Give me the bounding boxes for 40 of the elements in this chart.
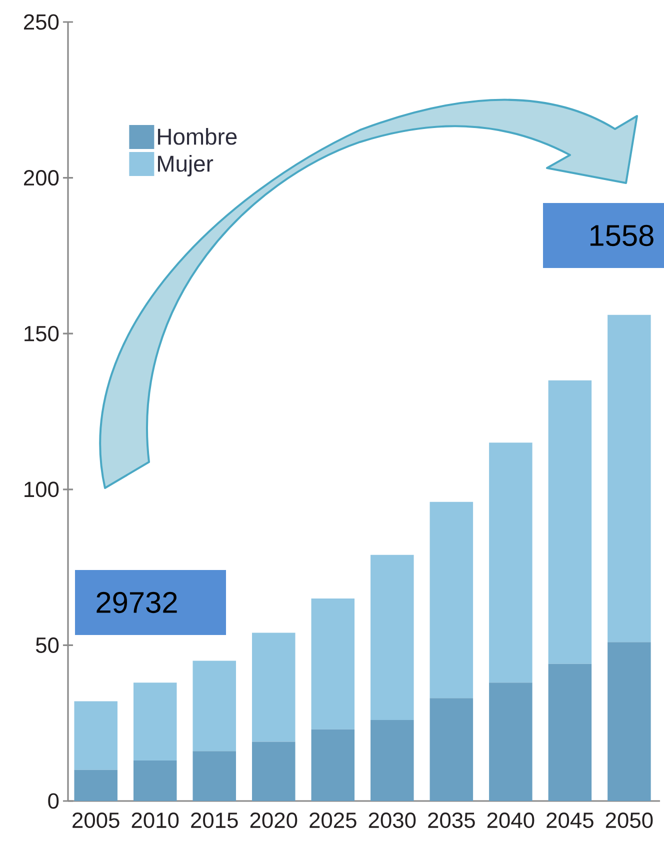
bar <box>311 598 355 730</box>
bar <box>74 701 118 770</box>
bar <box>133 760 177 801</box>
x-tick-label: 2050 <box>606 812 653 828</box>
bar <box>608 314 651 642</box>
bar <box>192 660 236 752</box>
x-tick-label: 2045 <box>546 812 594 828</box>
bar <box>489 682 532 801</box>
y-tick-label: 100 <box>24 482 59 498</box>
x-tick-label: 2040 <box>487 812 534 828</box>
y-tick-label: 0 <box>48 793 59 809</box>
annotation: 1558 <box>590 224 654 246</box>
y-tick-label: 250 <box>24 14 59 30</box>
x-tick-label: 2025 <box>310 812 356 828</box>
bar <box>370 720 414 801</box>
bar <box>74 770 118 801</box>
y-tick-label: 50 <box>36 637 59 653</box>
x-tick-label: 2020 <box>250 812 298 828</box>
bar <box>192 751 236 801</box>
bar <box>370 554 414 720</box>
bar <box>608 642 651 801</box>
x-tick-label: 2030 <box>368 812 416 828</box>
x-tick-label: 2035 <box>428 812 475 828</box>
legend-label: Mujer <box>158 154 214 176</box>
legend-label: Hombre <box>158 128 237 145</box>
bar <box>133 682 177 760</box>
y-tick-label: 200 <box>24 170 59 186</box>
bar <box>252 632 296 742</box>
annotation: 29732 <box>96 592 177 614</box>
bar <box>548 664 592 801</box>
bar <box>252 742 296 801</box>
bar <box>489 442 532 683</box>
x-tick-label: 2015 <box>191 812 238 828</box>
bar <box>430 698 474 801</box>
bar <box>311 729 355 801</box>
bar <box>430 502 474 698</box>
bar <box>548 380 592 664</box>
x-tick-label: 2005 <box>72 812 120 828</box>
y-tick-label: 150 <box>24 326 59 342</box>
x-tick-label: 2010 <box>132 812 179 828</box>
